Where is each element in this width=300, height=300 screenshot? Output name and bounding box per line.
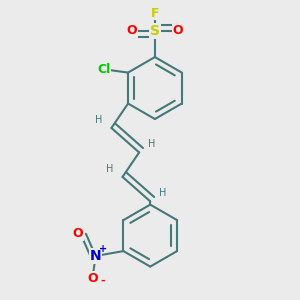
- Text: O: O: [87, 272, 98, 285]
- Text: H: H: [148, 139, 155, 149]
- Text: H: H: [95, 115, 103, 125]
- Text: O: O: [72, 227, 83, 240]
- Text: N: N: [90, 249, 101, 263]
- Text: S: S: [150, 24, 160, 38]
- Text: +: +: [99, 244, 107, 254]
- Text: Cl: Cl: [97, 63, 110, 76]
- Text: H: H: [159, 188, 166, 198]
- Text: O: O: [172, 25, 183, 38]
- Text: -: -: [100, 276, 105, 286]
- Text: H: H: [106, 164, 114, 174]
- Text: F: F: [151, 7, 159, 20]
- Text: O: O: [127, 25, 137, 38]
